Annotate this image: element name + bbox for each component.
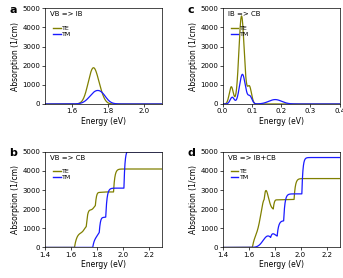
Text: VB => IB+CB: VB => IB+CB <box>228 155 276 161</box>
Legend: TE, TM: TE, TM <box>52 168 72 181</box>
Text: c: c <box>187 4 194 14</box>
Legend: TE, TM: TE, TM <box>230 168 250 181</box>
Text: b: b <box>10 148 17 158</box>
Text: d: d <box>187 148 195 158</box>
Y-axis label: Absorption (1/cm): Absorption (1/cm) <box>11 165 20 234</box>
Text: a: a <box>10 4 17 14</box>
Legend: TE, TM: TE, TM <box>230 25 250 38</box>
X-axis label: Energy (eV): Energy (eV) <box>81 117 126 126</box>
Text: VB => CB: VB => CB <box>50 155 86 161</box>
X-axis label: Energy (eV): Energy (eV) <box>259 260 304 269</box>
Legend: TE, TM: TE, TM <box>52 25 72 38</box>
X-axis label: Energy (eV): Energy (eV) <box>81 260 126 269</box>
Y-axis label: Absorption (1/cm): Absorption (1/cm) <box>11 22 20 91</box>
Y-axis label: Absorption (1/cm): Absorption (1/cm) <box>189 22 198 91</box>
Y-axis label: Absorption (1/cm): Absorption (1/cm) <box>189 165 198 234</box>
Text: VB => IB: VB => IB <box>50 11 83 17</box>
X-axis label: Energy (eV): Energy (eV) <box>259 117 304 126</box>
Text: IB => CB: IB => CB <box>228 11 261 17</box>
